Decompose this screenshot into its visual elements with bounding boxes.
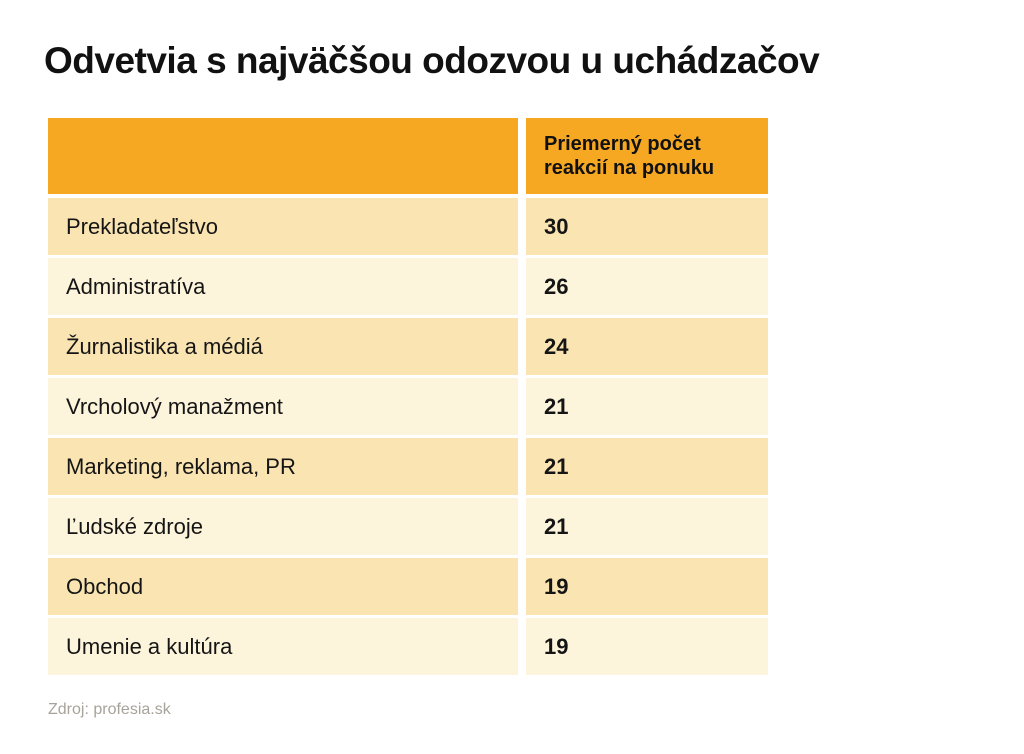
table-row: Umenie a kultúra 19 <box>48 618 768 675</box>
reaction-count-value: 19 <box>526 618 768 675</box>
reaction-count-value: 21 <box>526 378 768 435</box>
page-title: Odvetvia s najväčšou odozvou u uchádzačo… <box>44 40 820 81</box>
industry-label: Administratíva <box>48 258 518 315</box>
industry-label: Umenie a kultúra <box>48 618 518 675</box>
table-row: Vrcholový manažment 21 <box>48 378 768 435</box>
table-row: Ľudské zdroje 21 <box>48 498 768 555</box>
table-row: Žurnalistika a médiá 24 <box>48 318 768 375</box>
industry-label: Ľudské zdroje <box>48 498 518 555</box>
reaction-count-value: 21 <box>526 498 768 555</box>
table-row: Prekladateľstvo 30 <box>48 198 768 255</box>
industry-label: Prekladateľstvo <box>48 198 518 255</box>
reaction-count-value: 19 <box>526 558 768 615</box>
industry-label: Vrcholový manažment <box>48 378 518 435</box>
industry-label: Obchod <box>48 558 518 615</box>
reaction-count-value: 26 <box>526 258 768 315</box>
value-column-header: Priemerný počet reakcií na ponuku <box>526 118 768 194</box>
reaction-count-value: 30 <box>526 198 768 255</box>
reaction-count-value: 21 <box>526 438 768 495</box>
table-header-row: Priemerný počet reakcií na ponuku <box>48 118 768 194</box>
industry-label: Žurnalistika a médiá <box>48 318 518 375</box>
table-row: Marketing, reklama, PR 21 <box>48 438 768 495</box>
table-body: Prekladateľstvo 30 Administratíva 26 Žurnali… <box>48 198 768 675</box>
industry-column-header <box>48 118 518 194</box>
table-row: Obchod 19 <box>48 558 768 615</box>
source-caption: Zdroj: profesia.sk <box>48 701 171 718</box>
reactions-table: Priemerný počet reakcií na ponuku Prekla… <box>48 118 768 678</box>
industry-label: Marketing, reklama, PR <box>48 438 518 495</box>
reaction-count-value: 24 <box>526 318 768 375</box>
table-row: Administratíva 26 <box>48 258 768 315</box>
